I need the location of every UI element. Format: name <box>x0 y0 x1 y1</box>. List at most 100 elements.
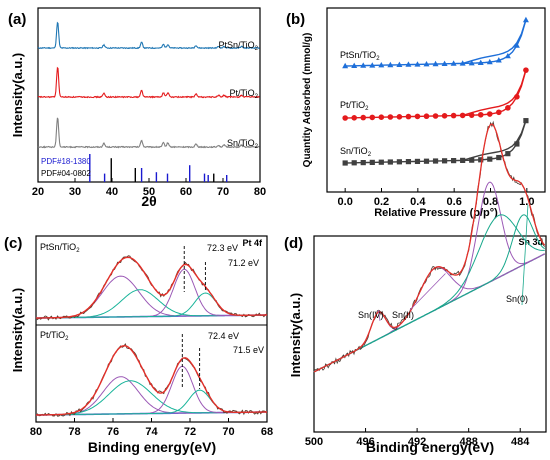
b-point-0-2 <box>351 62 358 69</box>
a-tick-label-5: 70 <box>217 186 229 198</box>
d-tick-label-4: 484 <box>511 436 530 448</box>
b-point-2-14 <box>405 159 412 165</box>
b-point-2-10 <box>387 159 393 165</box>
b-point-1-28 <box>468 112 475 118</box>
d-tick-label-2: 492 <box>408 436 426 448</box>
a-tick-label-6: 80 <box>254 186 266 198</box>
d-label-sn2: Sn(II) <box>392 310 414 320</box>
panel-c-title: Pt 4f <box>242 238 263 248</box>
b-legend-ptsn: PtSn/TiO2 <box>340 50 380 62</box>
panel-b-xticks: 0.0 0.2 0.4 0.6 0.8 1.0 <box>338 188 534 208</box>
panel-b-label: (b) <box>286 11 305 28</box>
a-series-1 <box>37 66 260 99</box>
c-peak-label-3: 72.4 eV <box>208 331 239 341</box>
c-legend-ptsn: PtSn/TiO2 <box>40 242 80 254</box>
b-point-2-26 <box>460 157 466 163</box>
panel-c-label: (c) <box>4 235 22 252</box>
d-label-sn0: Sn(0) <box>506 294 528 304</box>
b-point-1-2 <box>351 115 358 121</box>
b-point-0-30 <box>477 59 484 65</box>
b-point-1-18 <box>423 113 430 120</box>
c-legend-pt: Pt/TiO2 <box>40 330 69 342</box>
c-tick-label-6: 68 <box>261 426 273 438</box>
panel-a-ylabel: Intensity(a.u.) <box>10 53 25 138</box>
b-point-1-40 <box>523 67 529 73</box>
panel-d-curves <box>313 120 546 373</box>
panel-a: (a) Intensity(a.u.) 2θ 20 30 40 50 60 70 80 Pt… <box>8 7 266 209</box>
panel-c-xticks: 80 78 76 74 72 70 68 <box>30 418 273 438</box>
c-peak-label-1: 72.3 eV <box>207 243 238 253</box>
a-series-2 <box>37 117 260 149</box>
b-tick-label-0: 0.0 <box>338 196 353 208</box>
b-point-0-4 <box>360 62 367 68</box>
panel-a-reference <box>89 154 228 182</box>
b-point-0-40 <box>522 16 529 23</box>
b-tick-label-5: 1.0 <box>519 196 534 208</box>
c-top-component-2 <box>36 268 267 319</box>
b-point-0-0 <box>342 62 349 69</box>
panel-b-xlabel: Relative Pressure (p/p°) <box>374 207 498 219</box>
b-point-2-6 <box>369 159 375 166</box>
c-tick-label-1: 78 <box>68 426 80 438</box>
b-legend-pt: Pt/TiO2 <box>340 100 369 112</box>
panel-a-series <box>37 21 260 149</box>
b-point-1-10 <box>387 114 394 120</box>
panel-b-frame <box>326 7 546 193</box>
d-leader-sn2 <box>409 273 446 311</box>
b-tick-label-2: 0.4 <box>410 196 426 208</box>
b-point-2-34 <box>496 154 502 161</box>
b-point-1-30 <box>477 111 484 118</box>
panel-c: (c) Pt 4f Intensity(a.u.) Binding energy… <box>4 235 273 455</box>
panel-c-ylabel: Intensity(a.u.) <box>10 288 25 373</box>
c-bottom-component-0 <box>36 376 267 416</box>
b-tick-label-1: 0.2 <box>374 196 389 208</box>
c-peak-label-4: 71.5 eV <box>233 345 264 355</box>
a-legend-pdf2: PDF#04-0802 <box>41 169 91 178</box>
b-point-1-0 <box>342 115 348 121</box>
panel-c-curves <box>35 246 268 417</box>
panel-d-xlabel: Binding energy(eV) <box>366 439 494 455</box>
b-point-2-2 <box>351 160 357 166</box>
b-point-2-36 <box>505 151 511 157</box>
b-point-0-12 <box>396 61 403 68</box>
b-point-0-16 <box>414 61 421 67</box>
a-legend-sn: Sn/TiO2 <box>227 138 259 150</box>
b-legend-sn: Sn/TiO2 <box>340 146 372 158</box>
b-point-2-16 <box>414 158 421 165</box>
b-point-1-8 <box>378 114 385 121</box>
b-desorption-1 <box>462 69 527 117</box>
d-tick-label-0: 500 <box>305 436 323 448</box>
c-bottom-component-2 <box>36 365 267 416</box>
b-point-2-30 <box>478 157 484 163</box>
b-point-2-32 <box>487 156 493 162</box>
panel-d-frame <box>313 235 547 433</box>
a-tick-label-1: 30 <box>69 186 81 198</box>
d-leader-sn0 <box>521 204 529 306</box>
b-point-0-38 <box>513 42 520 48</box>
panel-a-frame <box>37 7 261 183</box>
b-point-0-32 <box>486 58 493 65</box>
a-legend-pdf1: PDF#18-1380 <box>41 157 91 166</box>
d-leader-sn4 <box>378 309 381 322</box>
b-point-1-26 <box>459 112 466 119</box>
b-point-2-20 <box>432 158 439 164</box>
d-tick-label-3: 488 <box>459 436 477 448</box>
c-tick-label-2: 76 <box>107 426 119 438</box>
b-point-2-18 <box>423 158 430 164</box>
c-bottom-envelope <box>36 345 267 416</box>
b-tick-label-4: 0.8 <box>483 196 498 208</box>
panel-d-label: (d) <box>284 235 303 252</box>
b-tick-label-3: 0.6 <box>447 196 462 208</box>
panel-b: (b) Quantity Adsorbed (mmol/g) Relative … <box>286 7 546 219</box>
d-label-sn4: Sn(IV) <box>358 310 384 320</box>
a-legend-pt: Pt/TiO2 <box>229 88 258 100</box>
panel-d: (d) Sn 3d Intensity(a.u.) Binding energy… <box>284 120 547 455</box>
b-point-0-8 <box>378 62 385 68</box>
b-point-1-36 <box>505 105 511 111</box>
c-tick-label-3: 74 <box>145 426 158 438</box>
panel-d-xticks: 500 496 492 488 484 <box>305 428 530 448</box>
panel-c-xlabel: Binding energy(eV) <box>88 439 216 455</box>
c-tick-label-4: 72 <box>184 426 196 438</box>
panel-b-series <box>342 16 529 166</box>
